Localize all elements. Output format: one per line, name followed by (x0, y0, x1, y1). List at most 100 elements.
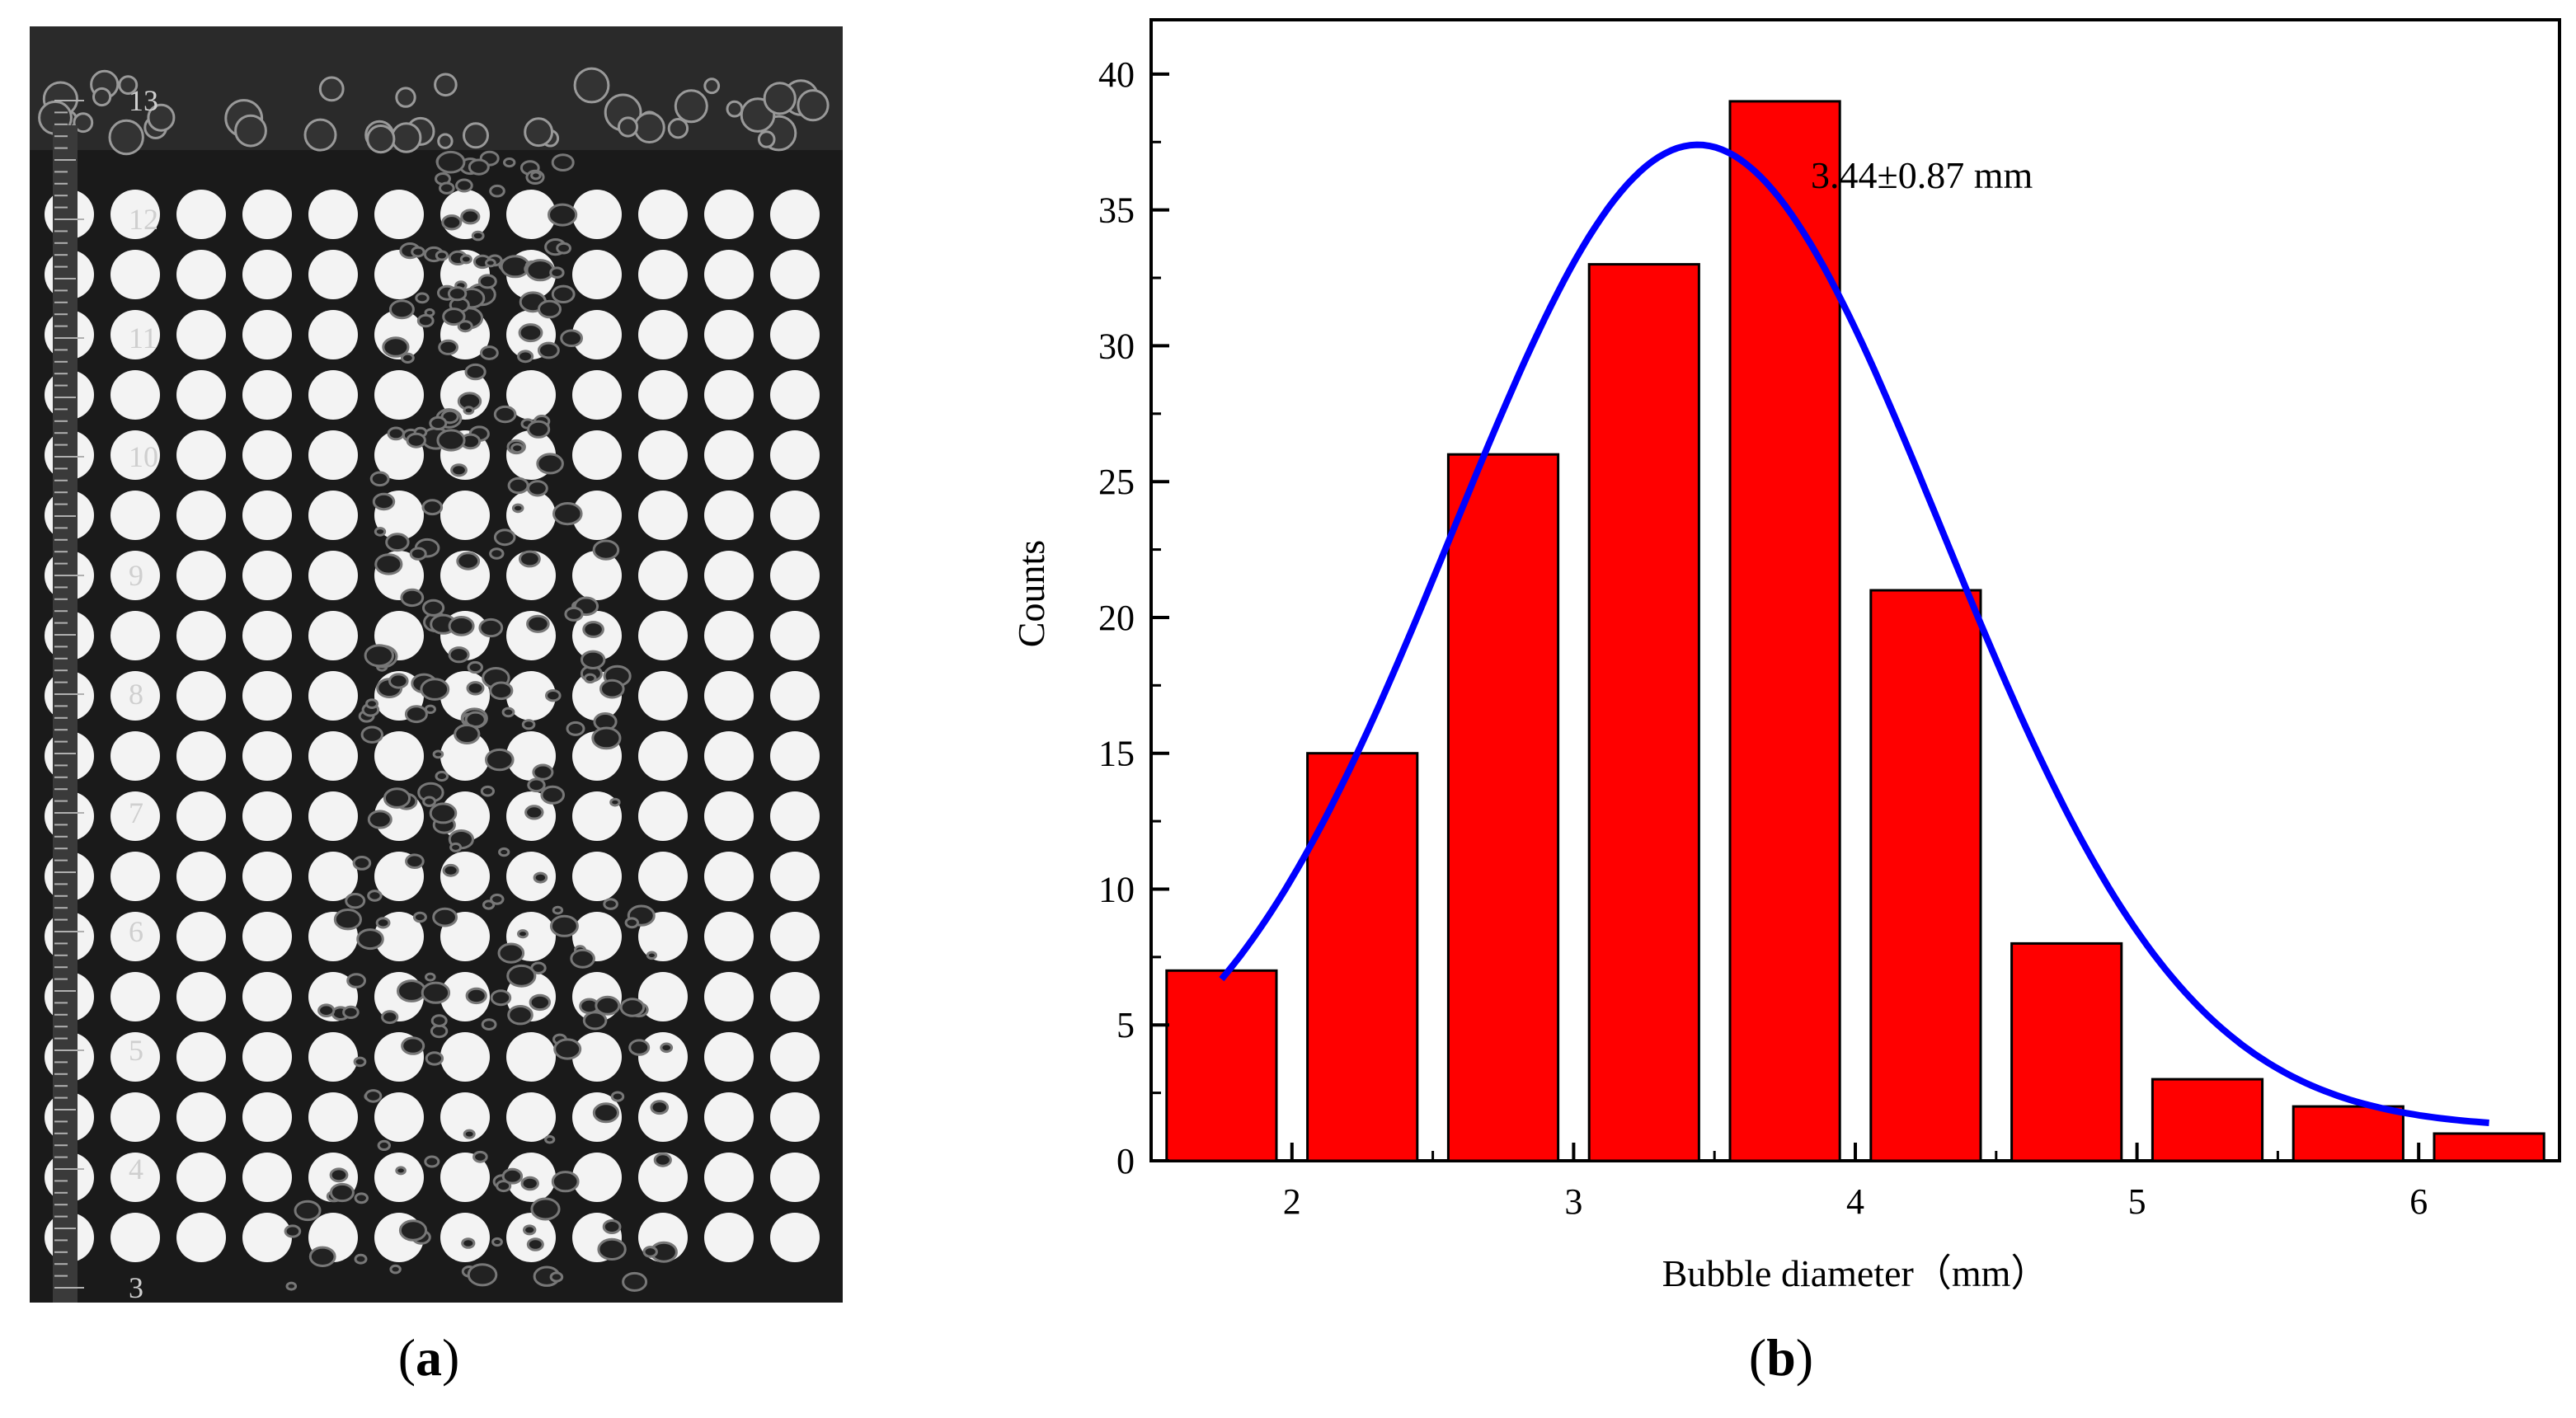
bubble (416, 313, 435, 328)
bubble (404, 705, 428, 724)
light-dot (308, 430, 358, 480)
bubble (622, 1271, 648, 1292)
x-tick-label: 3 (1564, 1181, 1582, 1222)
histogram-bar (1728, 100, 1841, 1162)
surface-bubble (391, 122, 422, 153)
bubble (436, 429, 466, 452)
light-dot (110, 430, 160, 480)
bubble (466, 681, 485, 696)
bubble (369, 471, 390, 487)
light-dot (242, 972, 292, 1021)
histogram-bar (2292, 1105, 2404, 1162)
bubble (527, 777, 546, 793)
light-dot (770, 551, 820, 600)
surface-bubble (434, 73, 458, 97)
light-dot (704, 310, 754, 359)
bubble (489, 681, 514, 701)
histogram-bar (2433, 1132, 2545, 1162)
bubble (382, 336, 410, 358)
x-axis-label: Bubble diameter（mm） (1662, 1252, 2049, 1294)
histogram-bar (2151, 1078, 2264, 1162)
light-dot (770, 912, 820, 961)
bubble (650, 1100, 670, 1115)
bubble (599, 678, 625, 699)
bubble (597, 1237, 627, 1261)
gaussian-fit-curve (1219, 141, 2489, 1126)
bubble (538, 299, 562, 319)
surface-bubble (674, 89, 708, 124)
surface-bubble (726, 100, 744, 118)
bubble (501, 707, 515, 718)
bubble (480, 785, 496, 797)
x-axis: 2 3 4 5 6 (1149, 1143, 2561, 1222)
bubble (507, 1005, 534, 1026)
light-dot (572, 791, 622, 841)
light-dot (308, 551, 358, 600)
bubble (518, 323, 543, 343)
y-tick-label: 20 (1098, 598, 1135, 638)
light-dot (638, 310, 688, 359)
light-dot (176, 551, 226, 600)
bubble (409, 547, 427, 561)
bubble (342, 1005, 360, 1020)
surface-bubble (318, 76, 345, 102)
light-dot (308, 370, 358, 420)
ruler-label: 5 (129, 1034, 143, 1067)
bubble (540, 785, 566, 805)
light-dot (440, 1032, 490, 1082)
bubble (457, 320, 473, 333)
light-dot (110, 1213, 160, 1262)
bubble (352, 856, 372, 871)
y-tick-label: 5 (1116, 1005, 1135, 1045)
bubble (389, 1264, 402, 1275)
light-dot (110, 491, 160, 540)
bubble (345, 893, 366, 909)
light-dot (176, 972, 226, 1021)
light-dot (242, 310, 292, 359)
bubble (624, 917, 639, 929)
light-dot (176, 912, 226, 961)
light-dot (176, 731, 226, 781)
bubble (354, 1253, 368, 1265)
light-dot (110, 972, 160, 1021)
light-dot (770, 731, 820, 781)
bubble (478, 617, 504, 638)
bubble (472, 1150, 488, 1163)
light-dot (506, 491, 556, 540)
light-dot (506, 671, 556, 721)
bubble (400, 588, 425, 608)
y-tick-label: 25 (1098, 462, 1135, 502)
bubble (533, 871, 548, 884)
bubble (375, 917, 391, 929)
light-dot (440, 491, 490, 540)
bubble (424, 1155, 440, 1168)
bubble (619, 998, 646, 1017)
y-axis: 0 5 10 15 20 25 30 35 40 (1098, 54, 1169, 1181)
bubble (435, 150, 466, 174)
y-tick-label: 40 (1098, 54, 1135, 95)
bubble (308, 1246, 336, 1268)
bubble (398, 1219, 428, 1242)
light-dot (242, 1213, 292, 1262)
bubble (388, 299, 415, 320)
light-dot (572, 250, 622, 299)
bubble (422, 796, 437, 807)
light-dot (704, 430, 754, 480)
bubble (560, 329, 583, 348)
light-dot (770, 491, 820, 540)
light-dot (572, 430, 622, 480)
bubble (438, 339, 459, 355)
light-dot (110, 852, 160, 901)
bubble (441, 214, 463, 231)
bubble (485, 748, 515, 772)
bubble (506, 964, 537, 988)
light-dot (110, 731, 160, 781)
bubble (480, 345, 499, 360)
bubble (646, 951, 658, 960)
bubble (365, 698, 378, 709)
light-dot (110, 671, 160, 721)
surface-bubble (73, 112, 94, 134)
bubble (294, 1200, 322, 1222)
light-dot (308, 611, 358, 660)
